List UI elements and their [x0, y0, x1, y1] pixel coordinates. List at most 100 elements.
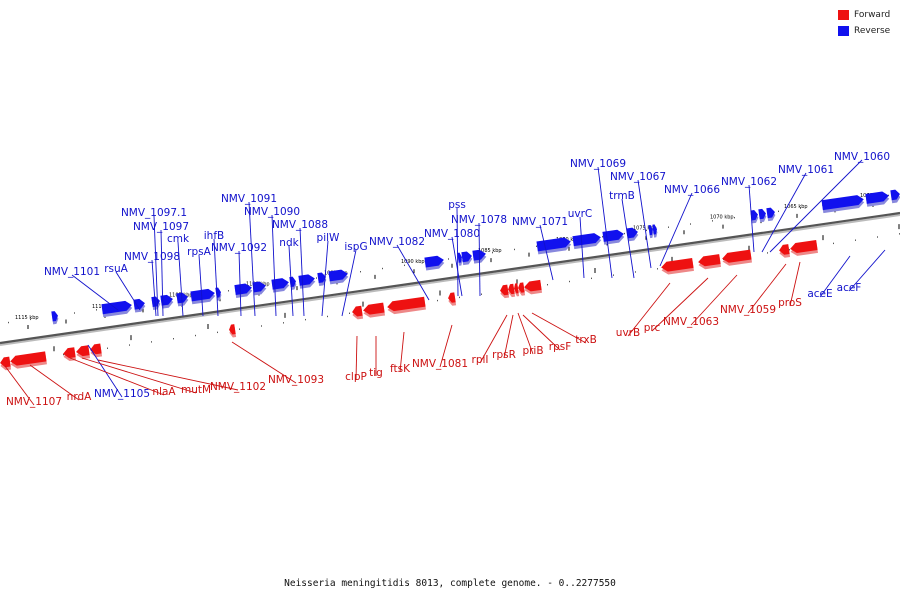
forward-gene	[722, 249, 752, 266]
gene-body	[572, 233, 601, 247]
leader-line	[177, 241, 184, 317]
reverse-gene	[461, 251, 473, 266]
reverse-gene-label: aceF	[837, 282, 862, 294]
forward-gene	[698, 254, 722, 270]
leader-line	[659, 192, 693, 267]
reverse-gene	[190, 288, 216, 305]
reverse-gene	[298, 274, 316, 289]
gene-body	[424, 255, 444, 268]
dot-upper	[448, 258, 449, 260]
leader-line	[160, 229, 164, 317]
dot-upper	[514, 248, 515, 251]
reverse-gene-label: uvrC	[568, 208, 593, 220]
gene-body	[234, 283, 252, 295]
reverse-gene	[758, 208, 767, 223]
reverse-gene	[271, 278, 290, 293]
gene-body	[352, 305, 363, 317]
leader-line	[747, 263, 787, 314]
gene-body	[652, 224, 657, 235]
gene-body	[457, 252, 462, 263]
gene-features	[0, 189, 900, 371]
tick-label: 1070 kbp	[710, 215, 734, 221]
reverse-gene	[536, 237, 572, 255]
forward-gene-label: nrdA	[67, 391, 92, 403]
dot-upper	[74, 312, 75, 314]
forward-gene-label: nlaA	[152, 386, 176, 398]
legend-reverse-label: Reverse	[854, 26, 891, 36]
dot-lower	[437, 299, 438, 302]
gene-body	[698, 254, 721, 267]
leader-line	[579, 216, 585, 279]
leader-line	[539, 224, 554, 281]
leader-line	[198, 254, 204, 317]
dot-upper	[536, 245, 537, 247]
reverse-gene-label: pilW	[317, 232, 340, 244]
leader-line	[115, 271, 141, 311]
forward-gene-label: tig	[369, 367, 383, 379]
gene-body	[229, 324, 236, 335]
gene-body	[779, 244, 790, 255]
reverse-gene-label: NMV_1090	[244, 206, 300, 218]
leader-line	[789, 261, 801, 307]
dot-upper	[800, 207, 801, 209]
reverse-gene-label: NMV_1101	[44, 266, 100, 278]
leader-line	[637, 179, 652, 269]
gene-body	[758, 208, 766, 220]
leader-line	[248, 201, 256, 317]
reverse-gene	[234, 283, 253, 298]
reverse-gene-label: NMV_1092	[211, 242, 267, 254]
legend-forward: Forward	[838, 10, 890, 20]
gene-body	[508, 283, 515, 295]
forward-gene-label: uvrB	[616, 327, 640, 339]
reverse-gene-label: NMV_1097.1	[121, 207, 187, 219]
reverse-gene-label: NMV_1105	[94, 388, 150, 400]
gene-body	[76, 345, 90, 357]
forward-gene	[524, 279, 543, 295]
dot-upper	[646, 229, 647, 232]
leader-line	[531, 312, 587, 344]
forward-gene-label: NMV_1081	[412, 358, 468, 370]
dot-upper	[96, 309, 97, 311]
dot-lower	[107, 347, 108, 349]
gene-body	[766, 207, 775, 219]
reverse-gene-label: aceE	[807, 288, 832, 300]
reverse-gene	[160, 294, 174, 309]
leader-line	[151, 259, 157, 317]
gene-body	[722, 249, 752, 263]
backbone-shadow	[0, 214, 900, 346]
forward-swatch	[838, 10, 849, 20]
reverse-gene	[766, 207, 776, 222]
reverse-gene-label: NMV_1080	[424, 228, 480, 240]
leader-line	[29, 364, 80, 401]
leader-line	[396, 244, 430, 301]
gene-body	[160, 294, 173, 306]
dot-upper	[734, 216, 735, 219]
gene-body	[190, 288, 215, 302]
legend-reverse: Reverse	[838, 26, 890, 36]
reverse-gene	[457, 252, 463, 266]
forward-gene-label: clpP	[345, 371, 367, 383]
leader-line	[627, 282, 671, 337]
gene-body	[865, 191, 889, 204]
leader-line	[71, 274, 119, 311]
gene-body	[51, 311, 58, 322]
leader-line	[761, 172, 807, 253]
forward-gene	[76, 345, 91, 360]
dot-upper	[690, 223, 691, 225]
forward-gene	[514, 283, 520, 297]
reverse-gene	[252, 281, 267, 296]
reverse-gene	[151, 296, 161, 310]
dot-lower	[569, 280, 570, 283]
gene-body	[821, 195, 864, 211]
dot-lower	[173, 338, 174, 340]
reverse-gene-label: trmB	[609, 190, 635, 202]
gene-body	[328, 269, 348, 282]
gene-body	[90, 343, 102, 355]
leader-line	[153, 215, 159, 317]
figure-caption: Neisseria meningitidis 8013, complete ge…	[284, 578, 616, 589]
gene-body	[252, 281, 266, 293]
gene-body	[133, 298, 145, 310]
leader-line	[213, 238, 219, 317]
